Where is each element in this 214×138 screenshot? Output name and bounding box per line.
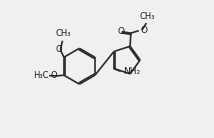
Text: H₃C: H₃C <box>33 71 48 80</box>
Text: CH₃: CH₃ <box>55 29 71 38</box>
Text: O: O <box>117 27 124 36</box>
Text: O: O <box>56 45 62 54</box>
Text: CH₃: CH₃ <box>139 12 155 21</box>
Text: O: O <box>50 71 57 80</box>
Text: NH₂: NH₂ <box>123 67 141 76</box>
Text: O: O <box>140 26 147 35</box>
